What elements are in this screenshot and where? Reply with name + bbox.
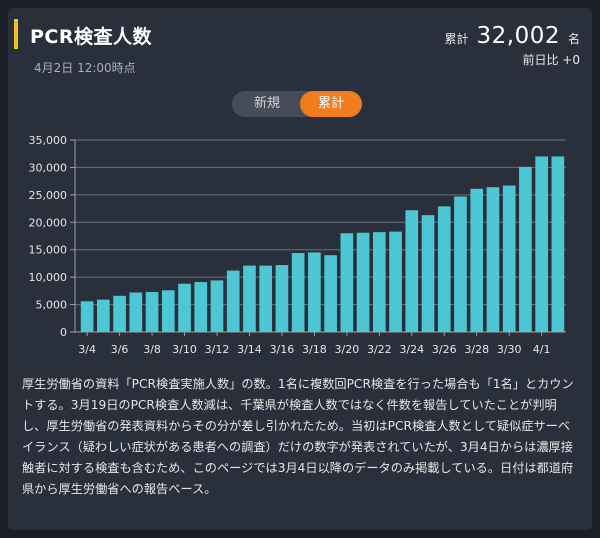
bar	[372, 232, 386, 332]
x-tick-label: 3/6	[111, 343, 129, 356]
y-tick-label: 15,000	[29, 244, 68, 257]
bar	[178, 283, 191, 332]
x-tick-label: 3/26	[432, 343, 457, 356]
bar	[210, 280, 224, 332]
bar	[194, 282, 208, 332]
x-tick-label: 3/14	[237, 343, 262, 356]
bar	[308, 252, 321, 332]
bar	[113, 295, 126, 332]
bar	[291, 253, 305, 332]
y-tick-label: 10,000	[29, 271, 68, 284]
y-tick-label: 30,000	[29, 161, 68, 174]
summary-value: 32,002	[476, 23, 560, 49]
data-mode-toggle: 新規 累計	[232, 91, 362, 117]
bar	[535, 156, 548, 332]
x-tick-label: 3/22	[367, 343, 392, 356]
bar	[226, 270, 240, 332]
toggle-cumulative-button[interactable]: 累計	[300, 91, 362, 117]
day-over-day-diff: 前日比 +0	[522, 53, 580, 67]
bar	[97, 299, 110, 332]
y-tick-label: 35,000	[29, 134, 68, 147]
y-tick-label: 20,000	[29, 216, 68, 229]
x-tick-label: 3/28	[464, 343, 489, 356]
x-tick-label: 3/20	[334, 343, 359, 356]
x-tick-label: 4/1	[533, 343, 551, 356]
bar	[470, 188, 484, 332]
bar	[454, 196, 467, 332]
bar	[356, 232, 370, 332]
bar	[80, 301, 94, 332]
y-tick-label: 25,000	[29, 189, 68, 202]
update-date: 4月2日 12:00時点	[34, 61, 136, 75]
toggle-new-button[interactable]: 新規	[253, 96, 280, 111]
title-marker	[14, 19, 18, 49]
y-tick-label: 0	[60, 326, 67, 339]
bar	[324, 255, 337, 332]
bar	[161, 290, 175, 332]
x-tick-label: 3/24	[399, 343, 424, 356]
y-tick-label: 5,000	[36, 299, 68, 312]
bar	[551, 156, 565, 332]
bar	[145, 291, 159, 332]
summary-panel: 累計 32,002 名 前日比 +0	[444, 23, 580, 68]
bar	[437, 206, 451, 332]
bar	[486, 187, 500, 332]
bar	[259, 265, 273, 332]
x-tick-label: 3/12	[205, 343, 230, 356]
x-tick-label: 3/4	[78, 343, 96, 356]
bar	[502, 185, 516, 332]
x-tick-label: 3/10	[172, 343, 197, 356]
bar	[389, 231, 402, 332]
summary-label: 累計	[444, 32, 469, 46]
bar	[519, 166, 532, 332]
bar	[129, 292, 143, 332]
page-title: PCR検査人数	[30, 26, 152, 48]
x-tick-label: 3/18	[302, 343, 327, 356]
bar	[421, 215, 435, 332]
bar	[243, 265, 256, 332]
x-tick-label: 3/30	[497, 343, 522, 356]
bar	[275, 265, 289, 332]
summary-unit: 名	[567, 32, 580, 46]
x-tick-label: 3/16	[270, 343, 295, 356]
x-tick-label: 3/8	[143, 343, 161, 356]
bar-chart: 0 5,000 10,000 15,000 20,000 25,000 30,000 35,0…	[29, 134, 566, 356]
description-note: 厚生労働省の資料「PCR検査実施人数」の数。1名に複数回PCR検査を行った場合も…	[22, 377, 574, 496]
bar	[405, 210, 419, 332]
bar	[340, 233, 354, 332]
